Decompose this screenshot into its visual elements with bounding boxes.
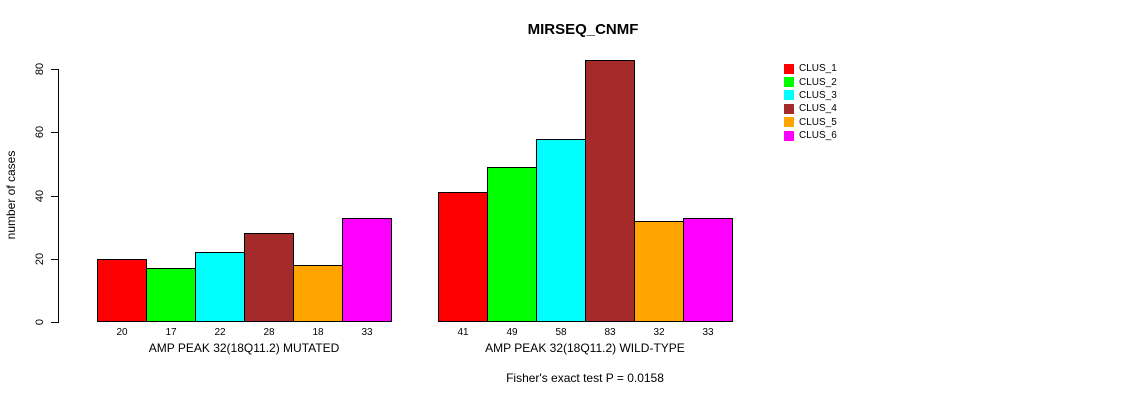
- bar-value-label: 49: [506, 327, 518, 338]
- group-label-mutated: AMP PEAK 32(18Q11.2) MUTATED: [148, 341, 340, 355]
- legend-item-clus_5: CLUS_5: [784, 116, 837, 129]
- bar-clus_6-wild-type: [683, 218, 733, 322]
- bar-value-label: 83: [604, 327, 616, 338]
- y-tick-mark: [51, 132, 58, 133]
- bar-clus_4-mutated: [244, 233, 294, 322]
- bar-value-label: 33: [702, 327, 714, 338]
- y-tick-mark: [51, 69, 58, 70]
- legend-label: CLUS_4: [799, 103, 837, 115]
- y-tick-label: 20: [34, 252, 46, 266]
- bar-clus_6-mutated: [342, 218, 392, 322]
- bar-value-label: 17: [165, 327, 177, 338]
- y-tick-label: 80: [34, 62, 46, 76]
- bar-value-label: 33: [361, 327, 373, 338]
- bar-value-label: 58: [555, 327, 567, 338]
- legend-label: CLUS_5: [799, 116, 837, 128]
- bar-value-label: 32: [653, 327, 665, 338]
- bar-clus_2-mutated: [146, 268, 196, 322]
- legend-item-clus_4: CLUS_4: [784, 102, 837, 115]
- legend-swatch: [784, 103, 794, 114]
- y-tick-mark: [51, 322, 58, 323]
- bar-value-label: 41: [457, 327, 469, 338]
- y-axis-label: number of cases: [4, 150, 18, 240]
- bar-clus_2-wild-type: [487, 167, 537, 322]
- legend-swatch: [784, 117, 794, 128]
- legend-item-clus_2: CLUS_2: [784, 75, 837, 88]
- bar-value-label: 28: [263, 327, 275, 338]
- legend-swatch: [784, 130, 794, 141]
- legend-item-clus_3: CLUS_3: [784, 89, 837, 102]
- legend-swatch: [784, 77, 794, 88]
- y-tick-label: 0: [34, 318, 46, 326]
- legend-label: CLUS_1: [799, 63, 837, 75]
- legend-item-clus_6: CLUS_6: [784, 129, 837, 142]
- legend: CLUS_1 CLUS_2 CLUS_3 CLUS_4 CLUS_5 CLUS_6: [784, 62, 837, 142]
- chart-title: MIRSEQ_CNMF: [527, 21, 639, 38]
- legend-label: CLUS_2: [799, 76, 837, 88]
- bar-value-label: 20: [116, 327, 128, 338]
- bar-value-label: 18: [312, 327, 324, 338]
- bar-clus_3-mutated: [195, 252, 245, 322]
- group-label-wild-type: AMP PEAK 32(18Q11.2) WILD-TYPE: [485, 341, 685, 355]
- legend-item-clus_1: CLUS_1: [784, 62, 837, 75]
- bar-clus_1-mutated: [97, 259, 147, 322]
- legend-label: CLUS_3: [799, 89, 837, 101]
- y-tick-label: 40: [34, 189, 46, 203]
- fisher-test-annotation: Fisher's exact test P = 0.0158: [506, 371, 664, 385]
- legend-swatch: [784, 90, 794, 101]
- legend-swatch: [784, 63, 794, 74]
- bar-clus_4-wild-type: [585, 60, 635, 322]
- bar-clus_5-wild-type: [634, 221, 684, 322]
- bar-value-label: 22: [214, 327, 226, 338]
- y-tick-mark: [51, 196, 58, 197]
- y-tick-label: 60: [34, 125, 46, 139]
- bar-clus_5-mutated: [293, 265, 343, 322]
- y-axis-line: [58, 69, 59, 323]
- bar-clus_1-wild-type: [438, 192, 488, 322]
- y-tick-mark: [51, 259, 58, 260]
- legend-label: CLUS_6: [799, 130, 837, 142]
- bar-clus_3-wild-type: [536, 139, 586, 322]
